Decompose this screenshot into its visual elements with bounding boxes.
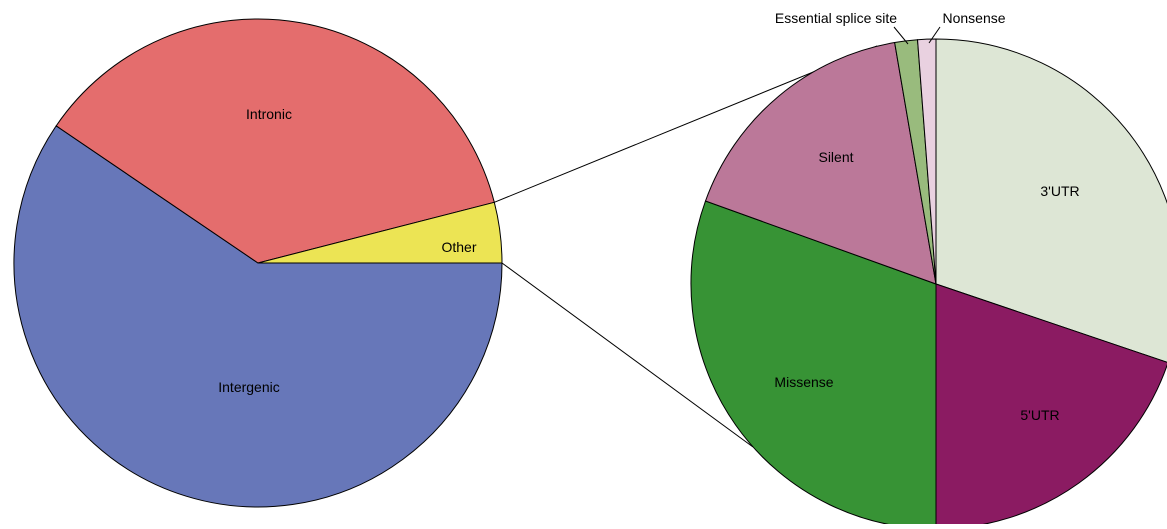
connector-line-lower bbox=[501, 262, 754, 448]
label-3-utr: 3'UTR bbox=[1040, 183, 1079, 199]
main-pie bbox=[13, 18, 503, 508]
slice-labels: Intergenic Intronic Other 3'UTR 5'UTR Missens… bbox=[218, 10, 1079, 423]
label-5-utr: 5'UTR bbox=[1020, 407, 1059, 423]
label-nonsense: Nonsense bbox=[942, 10, 1005, 26]
slice-other bbox=[257, 201, 503, 264]
slice-intronic bbox=[55, 18, 495, 264]
label-silent: Silent bbox=[818, 149, 853, 165]
slice-intergenic bbox=[13, 125, 503, 508]
label-other: Other bbox=[441, 239, 476, 255]
label-missense: Missense bbox=[774, 374, 833, 390]
slice-3-utr bbox=[935, 38, 1167, 363]
slice-silent bbox=[704, 41, 937, 285]
label-intergenic: Intergenic bbox=[218, 379, 279, 395]
breakdown-pie bbox=[690, 38, 1167, 529]
leader-line-essential-splice-site bbox=[893, 26, 909, 45]
slice-nonsense bbox=[917, 38, 937, 285]
slice-missense bbox=[690, 200, 937, 529]
label-essential-splice-site: Essential splice site bbox=[775, 10, 897, 26]
label-intronic: Intronic bbox=[246, 106, 292, 122]
leader-line-nonsense bbox=[928, 26, 941, 44]
